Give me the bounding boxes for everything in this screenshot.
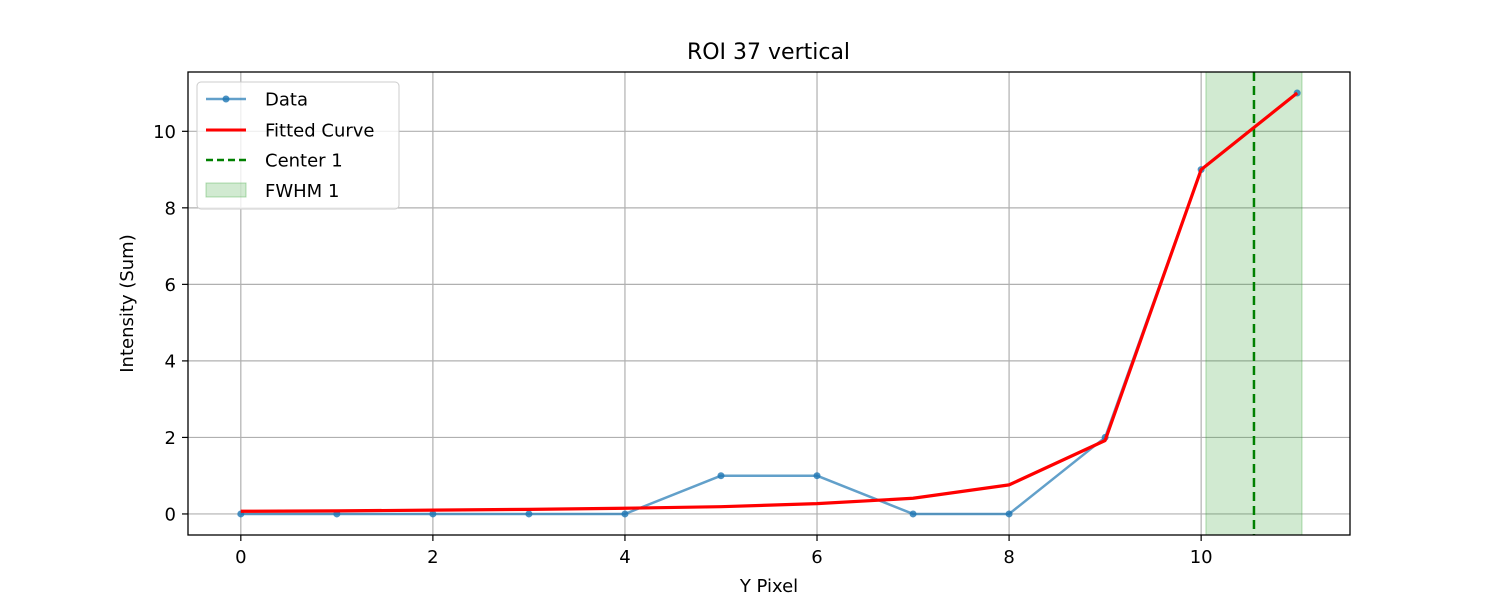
y-axis-ticks: 0 2 4 6 8 10 <box>153 122 188 525</box>
x-tick-label: 8 <box>1003 547 1014 568</box>
legend-entry-fitted-curve: Fitted Curve <box>206 121 375 142</box>
y-tick-label: 0 <box>165 504 176 525</box>
legend-entry-center: Center 1 <box>206 151 343 172</box>
legend-box <box>196 81 400 210</box>
x-tick-label: 4 <box>619 547 630 568</box>
y-tick-label: 10 <box>153 122 176 143</box>
y-tick-label: 4 <box>165 351 176 372</box>
x-axis-ticks: 0 2 4 6 8 10 <box>235 535 1213 568</box>
y-tick-label: 6 <box>165 275 176 296</box>
x-tick-label: 0 <box>235 547 246 568</box>
y-axis-label: Intensity (Sum) <box>117 234 138 372</box>
legend-entry-data: Data <box>206 90 308 111</box>
legend: Data Fitted Curve Center 1 FWHM 1 <box>196 81 400 210</box>
y-tick-label: 8 <box>165 198 176 219</box>
legend-entry-fwhm: FWHM 1 <box>205 181 339 202</box>
data-point <box>621 510 629 518</box>
x-tick-label: 2 <box>427 547 438 568</box>
data-point <box>813 472 821 480</box>
data-point <box>1005 510 1013 518</box>
legend-fwhm-label: FWHM 1 <box>265 181 339 202</box>
series <box>237 89 1301 518</box>
plot-frame <box>187 71 1351 536</box>
x-tick-label: 10 <box>1190 547 1213 568</box>
y-tick-label: 2 <box>165 428 176 449</box>
legend-center-label: Center 1 <box>265 151 343 172</box>
data-point <box>525 510 533 518</box>
legend-data-label: Data <box>265 90 308 111</box>
x-tick-label: 6 <box>811 547 822 568</box>
legend-fwhm-swatch <box>205 182 247 198</box>
data-point <box>909 510 917 518</box>
x-axis-label: Y Pixel <box>739 576 798 597</box>
data-point <box>429 510 437 518</box>
data-point <box>717 472 725 480</box>
chart-title: ROI 37 vertical <box>687 40 850 65</box>
legend-data-marker <box>222 95 230 103</box>
legend-fitted-curve-label: Fitted Curve <box>265 121 375 142</box>
fitted-curve-line <box>240 91 1299 513</box>
